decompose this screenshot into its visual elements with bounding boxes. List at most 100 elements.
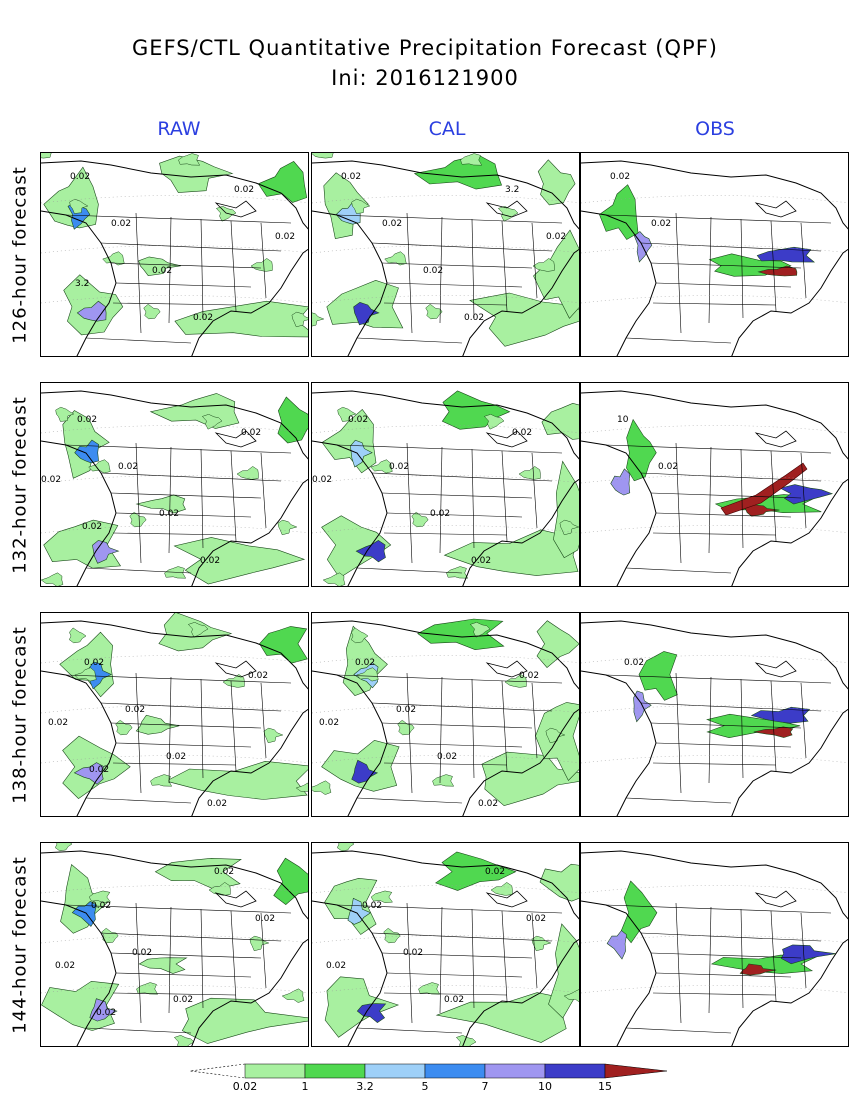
legend-tick-label: 1: [301, 1080, 309, 1093]
contour-label: 0.02: [526, 914, 547, 924]
great-lakes: [754, 660, 797, 678]
state-boundary: [100, 702, 282, 712]
state-boundary: [381, 952, 533, 959]
contour-label: 0.02: [193, 313, 214, 323]
raw-map-panel: 0.02 0.02 0.02 0.02 0.02 0.02 3.2: [40, 152, 309, 357]
state-boundary: [112, 992, 237, 996]
contour-label: 0.02: [241, 428, 262, 438]
legend-tick-label: 3.2: [356, 1080, 374, 1093]
precip-area: [548, 923, 579, 1019]
contour-label: 0.02: [118, 462, 139, 472]
state-boundary: [675, 212, 682, 334]
legend-tick-label: 15: [598, 1080, 612, 1093]
raw-map-panel: 0.02 0.02 0.02 0.02 0.02 0.02 0.02: [40, 842, 309, 1047]
precip-area: [143, 303, 161, 320]
precip-area: [135, 494, 186, 514]
legend-tick-label: 10: [538, 1080, 552, 1093]
coastline: [581, 390, 848, 586]
state-boundary: [605, 444, 832, 454]
legend-color-box: [544, 1063, 606, 1079]
contour-label: 0.02: [658, 462, 679, 472]
state-boundary: [85, 337, 192, 344]
precip-area: [136, 982, 159, 995]
state-boundary: [200, 908, 204, 1009]
precipitation-map: [581, 160, 848, 356]
legend-color-box: [304, 1063, 366, 1079]
precipitation-map: [41, 843, 308, 1046]
precip-area: [383, 927, 401, 944]
state-boundary: [501, 680, 508, 772]
obs-map-panel: 0.02 0.02: [580, 152, 849, 357]
contour-label: 0.02: [125, 705, 146, 715]
state-boundary: [356, 1027, 463, 1034]
coastline: [312, 390, 579, 586]
state-boundary: [65, 674, 292, 684]
state-boundary: [650, 262, 802, 269]
figure-title: GEFS/CTL Quantitative Precipitation Fore…: [132, 36, 718, 60]
state-boundary: [770, 910, 777, 1002]
legend-color-box: [244, 1063, 306, 1079]
state-boundary: [406, 672, 413, 794]
great-lakes: [754, 200, 797, 218]
state-boundary: [230, 910, 237, 1002]
contour-label: 0.02: [132, 948, 153, 958]
contour-label: 0.02: [82, 522, 103, 532]
graticule-line: [581, 655, 848, 664]
contour-label: 0.02: [248, 671, 269, 681]
precip-area: [351, 198, 371, 214]
state-boundary: [386, 742, 523, 748]
precip-area: [756, 246, 816, 263]
state-boundary: [85, 1027, 192, 1034]
state-boundary: [383, 762, 508, 766]
great-lakes: [485, 200, 528, 218]
raw-map-panel: 0.02 0.02 0.02 0.02 0.02 0.02 0.02: [40, 612, 309, 817]
precip-area: [263, 727, 284, 744]
init-time: Ini: 2016121900: [331, 66, 519, 90]
precip-area: [54, 843, 73, 852]
coastline: [312, 850, 579, 1046]
state-boundary: [65, 444, 292, 454]
contour-label: 0.02: [396, 705, 417, 715]
precip-area: [88, 890, 111, 903]
state-boundary: [135, 212, 142, 334]
precip-area: [312, 153, 334, 159]
row-label-text: 138-hour forecast: [9, 625, 31, 804]
contour-label: 0.02: [430, 509, 451, 519]
state-boundary: [381, 492, 533, 499]
coastline: [41, 620, 308, 816]
precip-area: [178, 153, 201, 166]
precip-area: [174, 300, 308, 338]
precip-area: [337, 406, 357, 422]
precip-area: [69, 198, 89, 214]
precip-area: [322, 572, 346, 586]
obs-map-panel: [580, 842, 849, 1047]
state-boundary: [200, 678, 204, 779]
state-boundary: [100, 242, 282, 252]
graticule-line: [581, 755, 848, 764]
state-boundary: [168, 216, 172, 324]
contour-label: 10: [617, 415, 629, 425]
precip-area: [73, 762, 105, 785]
precip-area: [757, 265, 798, 277]
precip-area: [638, 651, 678, 701]
state-boundary: [605, 674, 832, 684]
contour-label: 0.02: [651, 219, 672, 229]
state-boundary: [439, 446, 443, 554]
state-boundary: [85, 567, 192, 574]
state-boundary: [655, 972, 792, 978]
precipitation-map: [581, 620, 848, 816]
state-boundary: [260, 452, 267, 529]
cal-map-panel: 0.02 0.02 0.02 0.02 0.02 0.02: [311, 612, 580, 817]
contour-label: 0.02: [234, 185, 255, 195]
state-boundary: [501, 450, 508, 542]
state-boundary: [439, 906, 443, 1014]
row-label-text: 144-hour forecast: [9, 855, 31, 1034]
precip-area: [236, 466, 259, 480]
raw-map-panel: 0.02 0.02 0.02 0.02 0.02 0.02 0.02: [40, 382, 309, 587]
state-boundary: [640, 932, 822, 942]
state-boundary: [501, 220, 508, 312]
precip-area: [720, 462, 808, 516]
state-boundary: [65, 214, 292, 224]
precip-area: [281, 988, 305, 1003]
precip-area: [411, 511, 429, 528]
